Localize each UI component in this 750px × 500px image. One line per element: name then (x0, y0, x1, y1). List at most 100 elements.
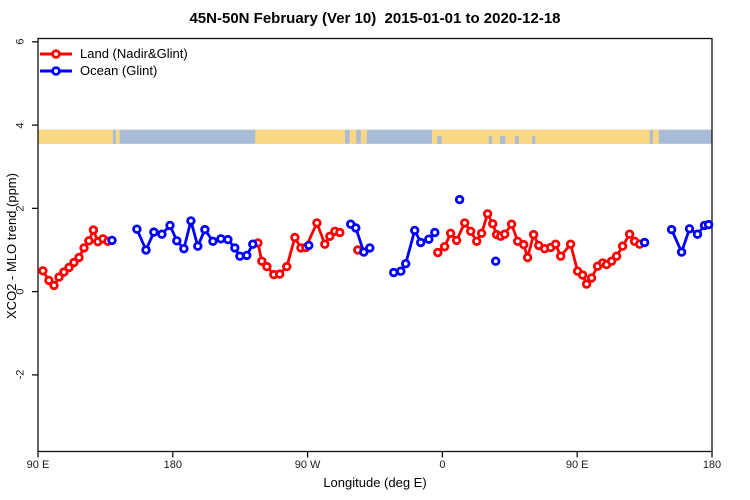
data-point (488, 219, 498, 229)
y-tick-label: 6 (14, 38, 27, 45)
data-point (430, 227, 440, 238)
map-band-land-segment (360, 129, 367, 144)
data-point (359, 247, 369, 257)
data-point (416, 237, 426, 248)
data-point (141, 245, 151, 255)
data-point (472, 236, 482, 246)
data-point (107, 235, 117, 246)
data-point (132, 224, 142, 234)
map-band-ocean-fleck (532, 136, 536, 144)
ocean-series (107, 194, 714, 278)
data-point (451, 235, 462, 246)
plot-frame (37, 37, 713, 453)
data-point (186, 216, 196, 226)
data-point (460, 218, 470, 228)
data-point (69, 257, 79, 268)
data-point (684, 224, 695, 234)
data-point (491, 256, 501, 266)
map-band-ocean-fleck (488, 136, 492, 144)
data-point (606, 256, 617, 266)
data-point (262, 261, 272, 272)
data-point (200, 224, 210, 235)
data-point (692, 229, 703, 239)
data-point (79, 243, 89, 253)
land-ocean-map-band (38, 129, 712, 144)
axis-ticks (32, 41, 713, 458)
ocean-series-marker-icon (40, 65, 72, 76)
data-point (38, 266, 48, 276)
x-axis-label: Longitude (deg E) (323, 475, 427, 490)
data-point (556, 251, 566, 261)
x-tick-label: 90 E (565, 459, 589, 471)
data-point (44, 275, 54, 286)
data-point (624, 229, 635, 239)
legend-item-land: Land (Nadir&Glint) (39, 45, 188, 62)
data-point (639, 237, 650, 248)
y-tick-label: 2 (14, 205, 27, 212)
data-point (424, 234, 434, 244)
data-point (335, 227, 345, 238)
map-band-land-segment (38, 129, 113, 144)
land-series (38, 209, 645, 291)
map-band-ocean-fleck (500, 136, 506, 144)
data-point (439, 241, 450, 252)
map-band-ocean-fleck (515, 136, 519, 144)
land-series-marker-icon (40, 48, 72, 59)
data-point (676, 247, 687, 257)
data-point (401, 259, 411, 269)
data-point (433, 247, 443, 258)
data-point (165, 220, 175, 231)
x-tick-label: 90 E (26, 459, 50, 471)
map-band-land-segment (431, 129, 650, 144)
data-point (528, 229, 539, 240)
legend: Land (Nadir&Glint) Ocean (Glint) (39, 45, 188, 79)
data-point (519, 239, 529, 250)
data-point (550, 239, 561, 249)
data-point (208, 236, 218, 246)
data-point (445, 228, 456, 238)
data-point (74, 252, 84, 263)
data-point (216, 234, 226, 244)
y-tick-label: 0 (14, 288, 27, 295)
data-point (581, 279, 592, 289)
data-point (223, 234, 233, 245)
data-point (466, 226, 476, 236)
data-point (565, 239, 576, 249)
data-point (304, 240, 314, 251)
data-point (282, 261, 292, 272)
data-point (193, 241, 203, 251)
data-point (248, 239, 258, 249)
data-point (88, 225, 99, 235)
data-point (522, 252, 533, 263)
data-point (577, 270, 588, 280)
data-point (172, 236, 182, 246)
data-point (611, 251, 622, 261)
data-point (157, 229, 167, 239)
data-point (149, 227, 159, 237)
data-point (617, 241, 628, 251)
map-band-land-segment (115, 129, 120, 144)
data-point (500, 229, 510, 239)
data-point (666, 224, 677, 235)
y-tick-label: -2 (14, 370, 27, 380)
data-point (389, 267, 399, 278)
x-tick-label: 180 (702, 459, 722, 471)
data-point (84, 236, 94, 246)
data-point (410, 225, 420, 236)
legend-label-ocean: Ocean (Glint) (80, 63, 158, 78)
data-point (482, 209, 493, 219)
data-point (351, 223, 361, 233)
data-point (325, 231, 335, 241)
data-point (230, 243, 240, 253)
map-band-land-segment (349, 129, 357, 144)
data-point (242, 250, 252, 261)
data-point (365, 243, 375, 253)
map-band-land-segment (652, 129, 659, 144)
x-tick-label: 0 (439, 459, 446, 471)
map-band-land-segment (255, 129, 346, 144)
legend-item-ocean: Ocean (Glint) (39, 62, 188, 79)
y-tick-label: 4 (14, 122, 27, 129)
data-point (454, 194, 465, 205)
